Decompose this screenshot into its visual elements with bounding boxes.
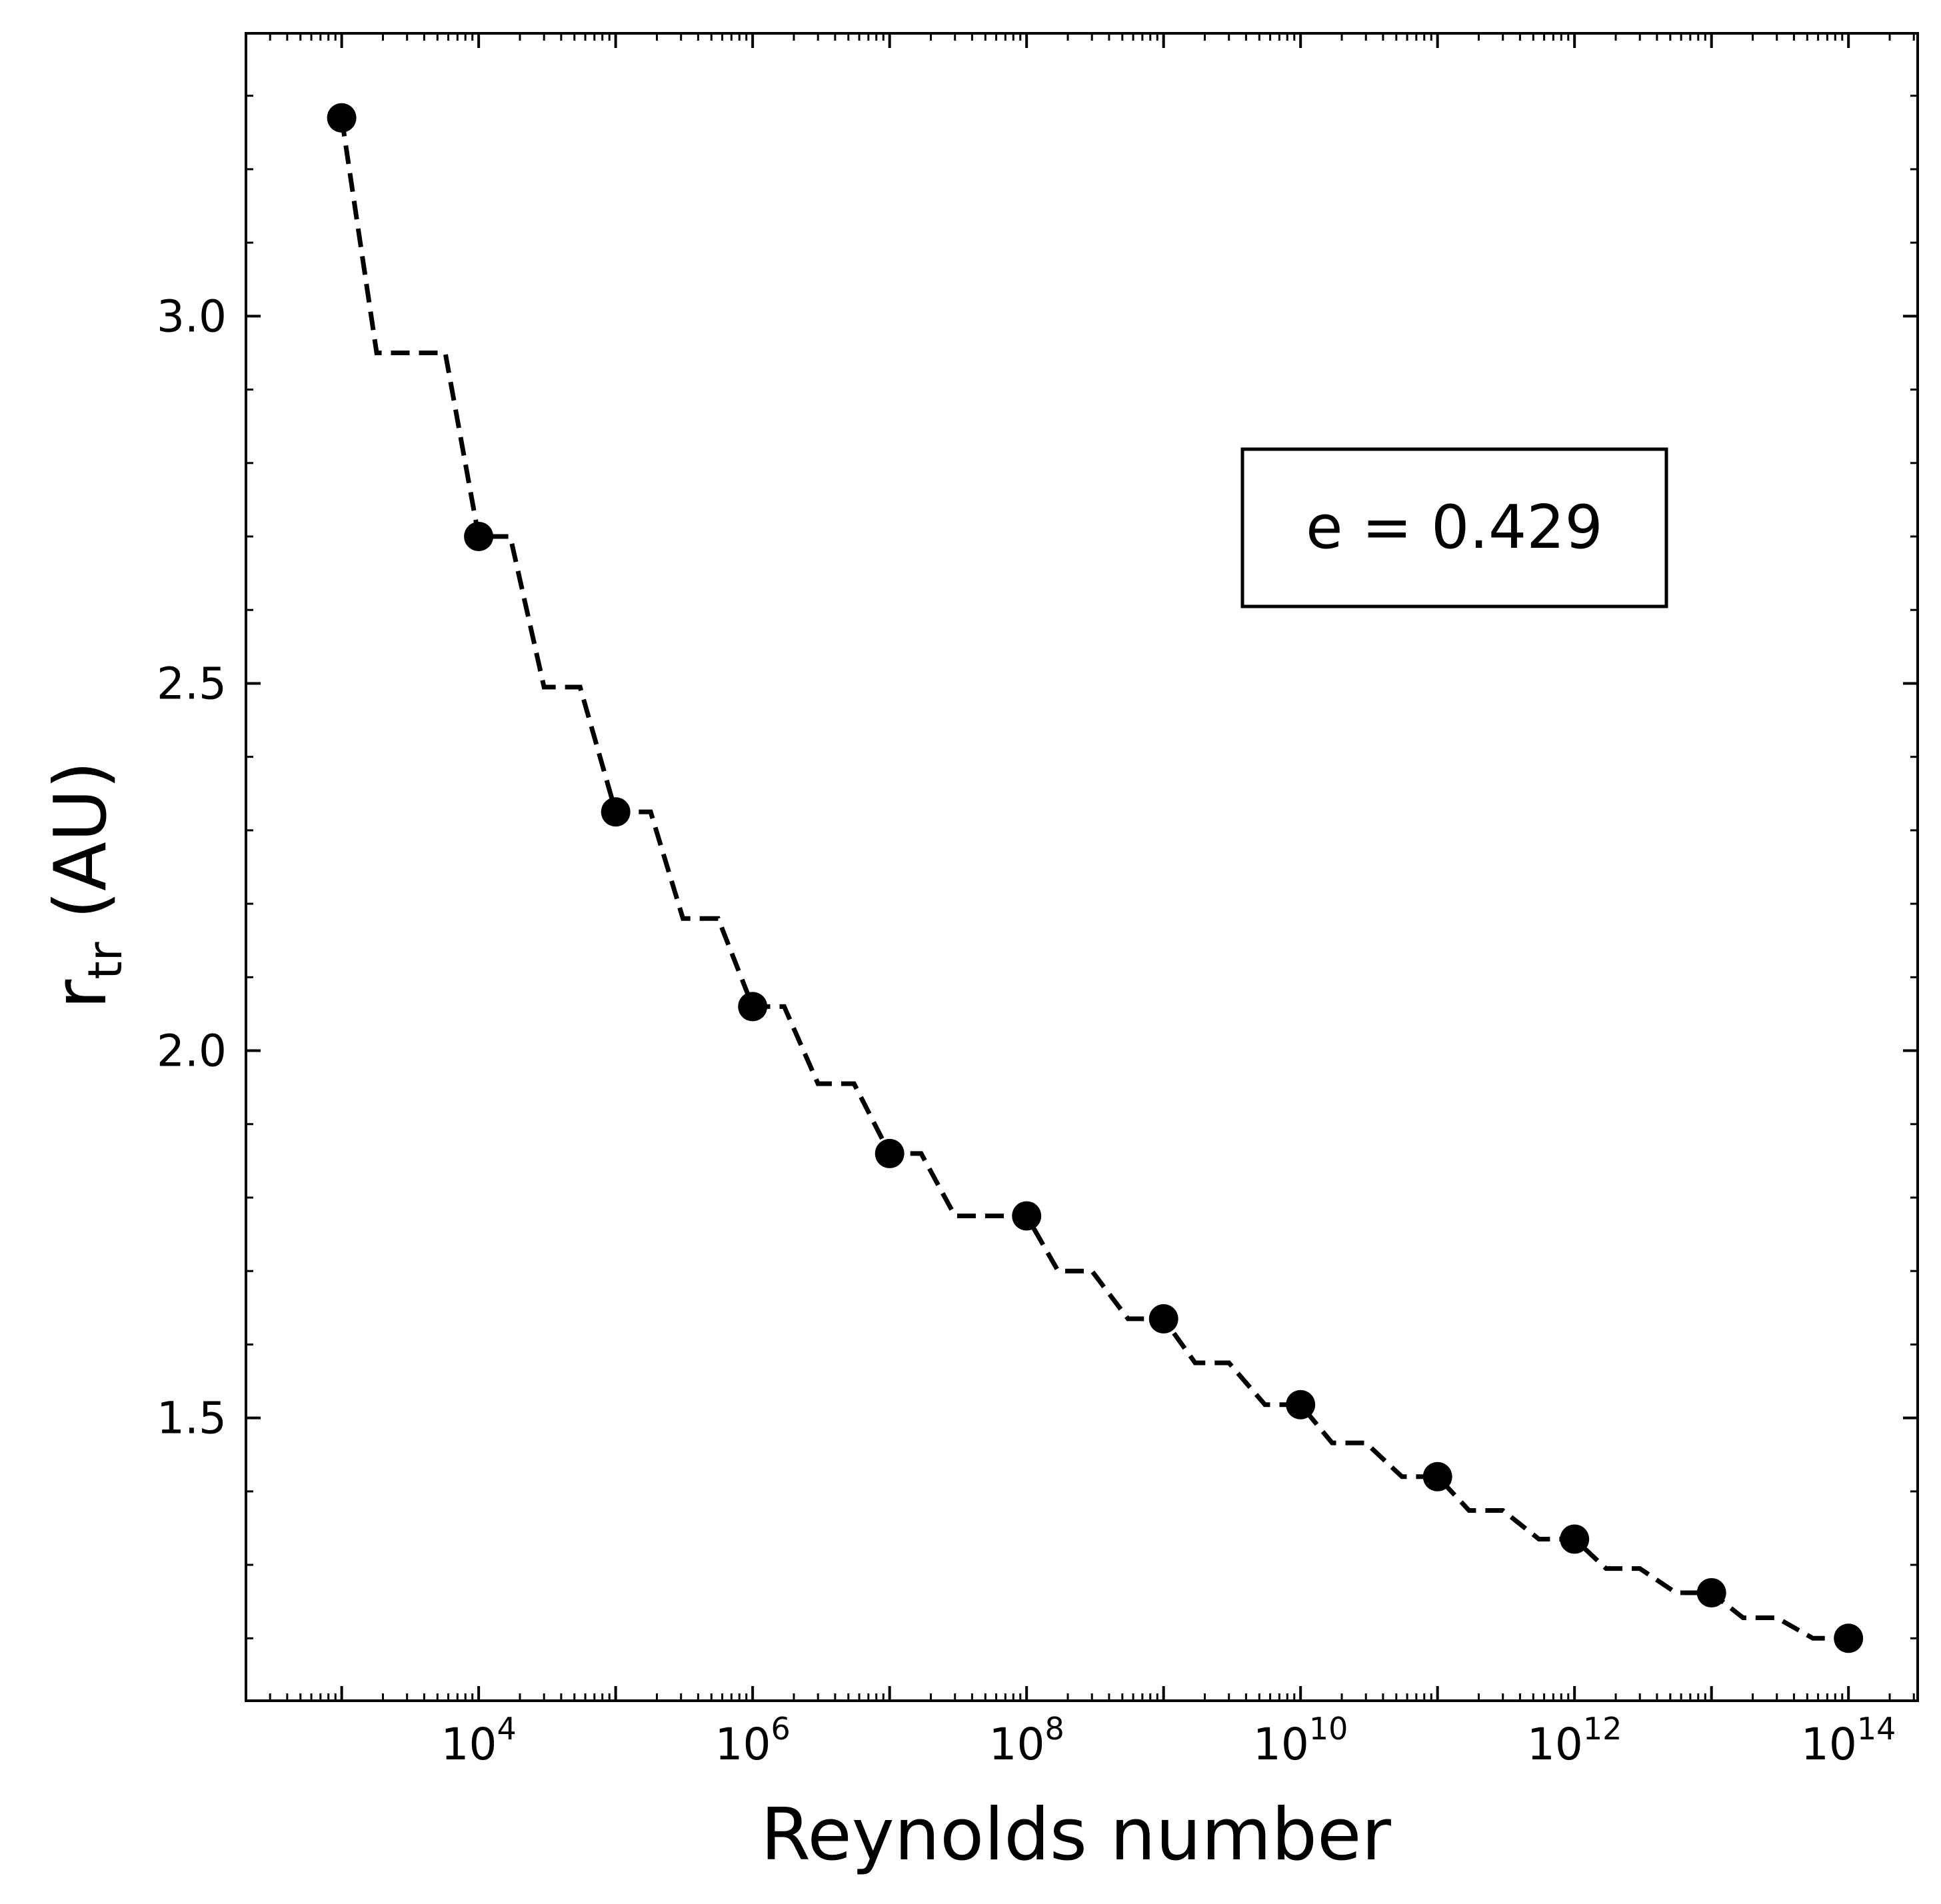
y-axis-title-main: r [39, 979, 123, 1009]
data-point [1422, 1461, 1452, 1491]
data-point [1834, 1623, 1864, 1653]
data-point [875, 1138, 905, 1168]
x-tick-label-base: 10 [1527, 1719, 1583, 1770]
annotation-box: e = 0.429 [1240, 447, 1668, 608]
x-tick-label-exponent: 10 [1309, 1711, 1348, 1747]
data-point [1148, 1304, 1178, 1334]
data-point [738, 992, 768, 1022]
x-tick-label-base: 10 [1801, 1719, 1857, 1770]
x-tick-label: 1014 [1801, 1711, 1896, 1770]
major-ticks [246, 33, 1918, 1701]
x-tick-label-base: 10 [715, 1719, 771, 1770]
y-tick-label: 2.5 [157, 658, 227, 709]
plot-frame [245, 32, 1919, 1702]
data-point [464, 522, 494, 551]
x-tick-label-exponent: 12 [1583, 1711, 1622, 1747]
data-point [601, 797, 631, 827]
x-tick-label-base: 10 [1253, 1719, 1309, 1770]
x-tick-label-base: 10 [989, 1719, 1045, 1770]
x-tick-label-exponent: 6 [771, 1711, 791, 1747]
x-tick-label: 108 [989, 1711, 1064, 1770]
x-tick-label-exponent: 4 [497, 1711, 516, 1747]
x-axis-title: Reynolds number [761, 1793, 1391, 1877]
y-axis-title-unit: (AU) [39, 761, 123, 942]
data-point [327, 103, 357, 133]
x-tick-label: 1010 [1253, 1711, 1348, 1770]
plot-marks [327, 103, 1864, 1653]
y-axis-title-subscript: tr [78, 942, 133, 979]
y-tick-label: 3.0 [157, 291, 227, 342]
annotation-frame [1240, 447, 1668, 608]
data-point [1012, 1201, 1042, 1231]
y-axis-title: rtr (AU) [39, 761, 133, 1009]
x-tick-label: 104 [441, 1711, 517, 1770]
data-point [1696, 1578, 1726, 1607]
data-point [1286, 1390, 1316, 1420]
y-tick-label: 1.5 [157, 1393, 227, 1444]
data-point [1560, 1524, 1590, 1554]
x-tick-label-exponent: 8 [1045, 1711, 1064, 1747]
y-tick-label: 2.0 [157, 1026, 227, 1077]
annotation-text: e = 0.429 [1306, 492, 1603, 562]
x-tick-label-base: 10 [441, 1719, 497, 1770]
x-tick-label: 1012 [1527, 1711, 1622, 1770]
x-tick-label: 106 [715, 1711, 791, 1770]
x-tick-label-exponent: 14 [1857, 1711, 1896, 1747]
